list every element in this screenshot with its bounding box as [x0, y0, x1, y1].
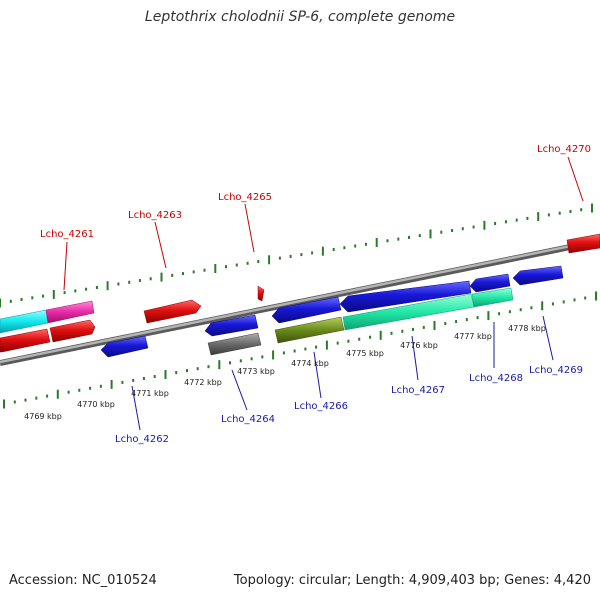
label-leader-lines [63, 156, 584, 431]
kbp-label: 4775 kbp [346, 349, 384, 358]
gene-label[interactable]: Lcho_4263 [128, 210, 182, 221]
map-title: Leptothrix cholodnii SP-6, complete geno… [144, 9, 456, 25]
gene-arrow-olive[interactable] [274, 316, 345, 344]
gene-arrow-blue[interactable] [271, 296, 342, 324]
gene-label[interactable]: Lcho_4265 [218, 192, 272, 203]
accession-text: Accession: NC_010524 [9, 573, 157, 588]
gene-arrow-cyan[interactable] [0, 309, 49, 334]
bottom-tick-row [3, 291, 597, 409]
gene-label[interactable]: Lcho_4267 [391, 385, 445, 396]
gene-label[interactable]: Lcho_4268 [469, 373, 523, 384]
gene-arrow-red[interactable] [0, 328, 51, 353]
gene-arrow-gray[interactable] [207, 332, 262, 356]
kbp-label: 4776 kbp [400, 341, 438, 350]
gene-arrow-mint[interactable] [471, 287, 514, 308]
reverse-strand-genes [100, 265, 564, 358]
kbp-label: 4769 kbp [24, 412, 62, 421]
gene-label[interactable]: Lcho_4266 [294, 401, 348, 412]
gene-arrow-magenta[interactable] [45, 300, 95, 324]
gene-arrow-red[interactable] [566, 233, 600, 254]
forward-strand-genes [0, 233, 600, 353]
gene-arrow-blue[interactable] [339, 280, 472, 313]
gene-arrow-red[interactable] [143, 299, 202, 324]
gene-arrow-blue[interactable] [100, 335, 149, 358]
kbp-label: 4774 kbp [291, 359, 329, 368]
gene-label[interactable]: Lcho_4269 [529, 365, 583, 376]
kbp-label: 4777 kbp [454, 332, 492, 341]
bottom-gene-labels: Lcho_4262 Lcho_4264 Lcho_4266 Lcho_4267 … [115, 365, 583, 445]
kbp-label: 4772 kbp [184, 378, 222, 387]
kbp-label: 4771 kbp [131, 389, 169, 398]
kbp-label: 4770 kbp [77, 400, 115, 409]
gene-arrow-red[interactable] [49, 319, 96, 343]
kbp-scale-labels: 4769 kbp 4770 kbp 4771 kbp 4772 kbp 4773… [24, 324, 546, 421]
gene-arrow-blue[interactable] [469, 273, 511, 293]
gene-arrow-blue[interactable] [512, 265, 564, 286]
kbp-label: 4778 kbp [508, 324, 546, 333]
gene-label[interactable]: Lcho_4262 [115, 434, 169, 445]
gene-arrow-red[interactable] [257, 285, 265, 302]
gene-label[interactable]: Lcho_4264 [221, 414, 275, 425]
gene-arrow-blue[interactable] [204, 314, 259, 337]
gene-label[interactable]: Lcho_4270 [537, 144, 591, 155]
top-tick-row [0, 203, 593, 308]
gene-label[interactable]: Lcho_4261 [40, 229, 94, 240]
genome-summary-text: Topology: circular; Length: 4,909,403 bp… [233, 573, 591, 588]
genome-backbone [0, 238, 600, 366]
top-gene-labels: Lcho_4261 Lcho_4263 Lcho_4265 Lcho_4270 [40, 144, 591, 240]
kbp-label: 4773 kbp [237, 367, 275, 376]
